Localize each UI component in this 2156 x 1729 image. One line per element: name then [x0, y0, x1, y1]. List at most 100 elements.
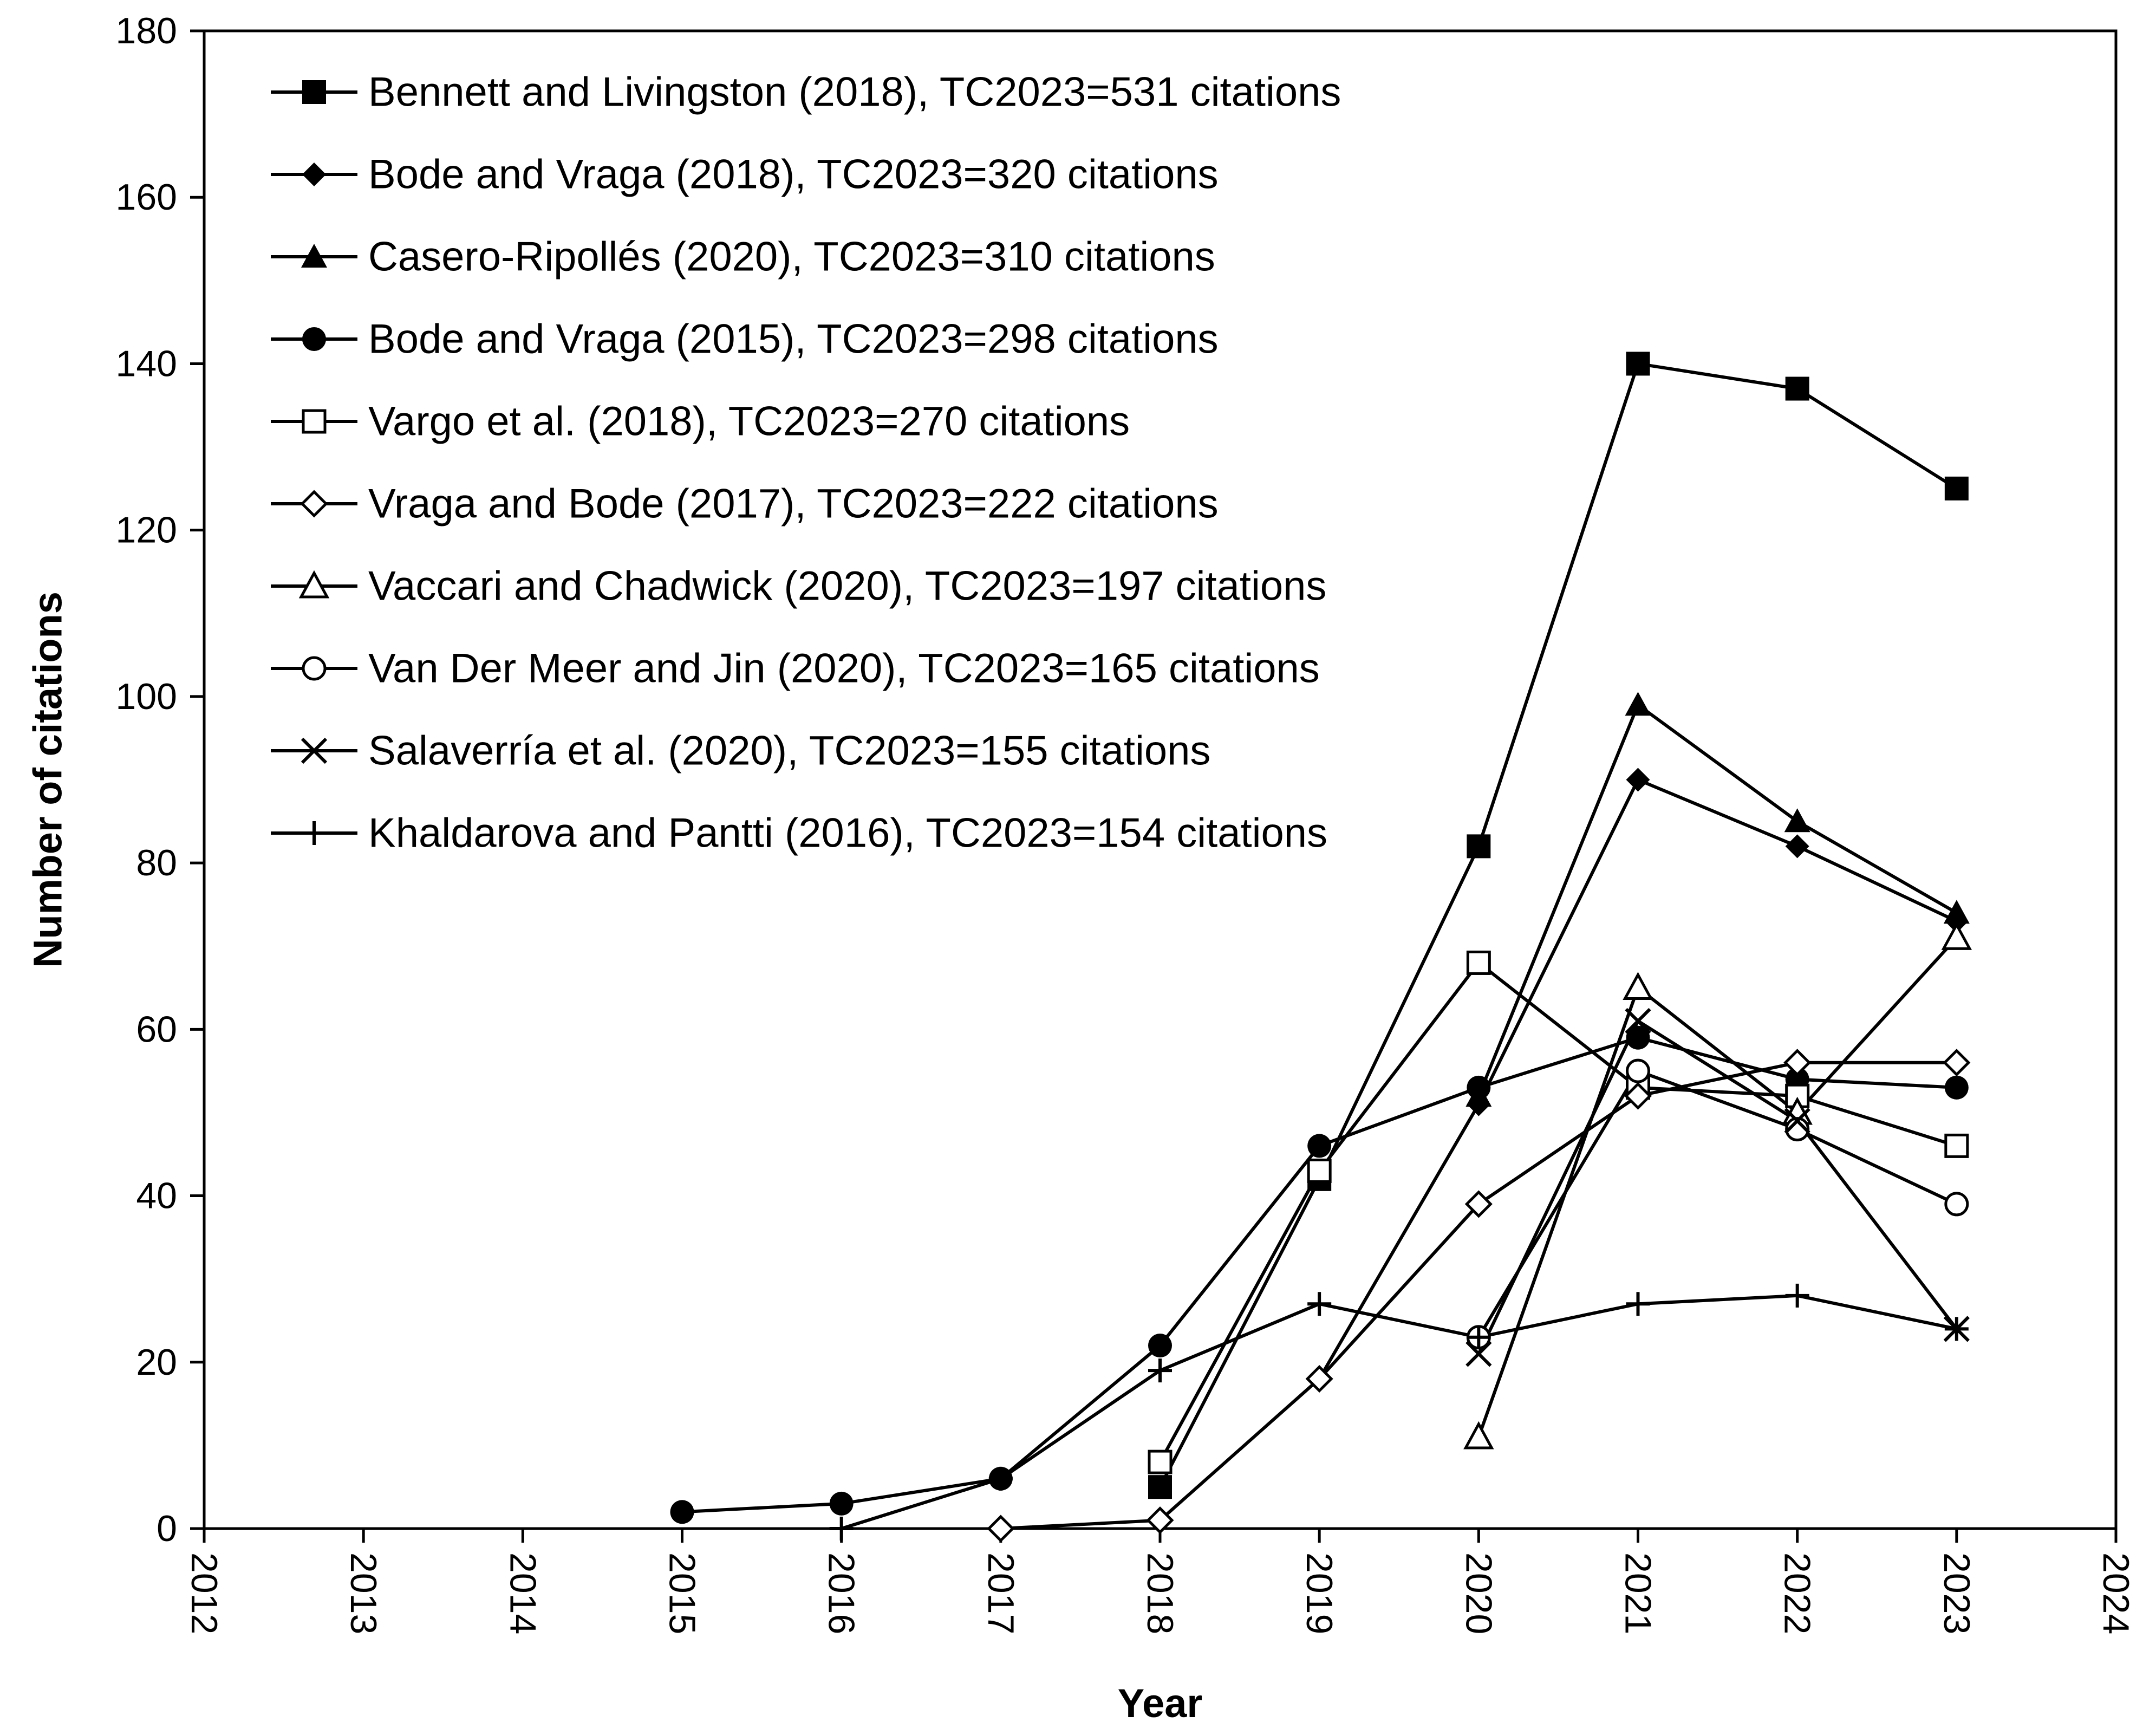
legend-label: Vraga and Bode (2017), TC2023=222 citati… — [368, 481, 1219, 527]
data-point-series-10 — [1626, 1292, 1650, 1316]
series-markers — [670, 352, 1972, 1543]
data-point-series-9 — [1625, 1007, 1651, 1035]
data-point-series-4 — [829, 1491, 854, 1516]
data-point-series-6 — [1305, 1364, 1333, 1393]
x-tick-label: 2024 — [2095, 1552, 2137, 1634]
data-point-series-1 — [1467, 834, 1491, 859]
data-point-series-6 — [1464, 1190, 1493, 1218]
data-point-series-5 — [1466, 950, 1491, 975]
legend-marker — [302, 162, 326, 186]
data-point-series-2 — [1626, 768, 1650, 792]
series-line-3 — [1477, 703, 1958, 1097]
legend: Bennett and Livingston (2018), TC2023=53… — [271, 69, 1341, 856]
data-point-series-6 — [987, 1514, 1015, 1543]
data-point-series-1 — [1626, 352, 1650, 376]
data-point-series-10 — [1307, 1292, 1332, 1316]
data-point-series-8 — [1785, 1117, 1810, 1142]
data-point-series-3 — [1625, 692, 1651, 716]
axes: 2012 2013 2014 2015 2016 2017 2018 2019 2020 2021… — [116, 10, 2137, 1634]
x-tick-label: 2023 — [1936, 1552, 1977, 1634]
data-point-series-1 — [1944, 476, 1969, 500]
legend-label: Bode and Vraga (2018), TC2023=320 citati… — [368, 152, 1219, 198]
legend-label: Bode and Vraga (2015), TC2023=298 citati… — [368, 316, 1219, 362]
y-tick-label: 80 — [136, 842, 177, 883]
x-axis-title: Year — [1118, 1681, 1202, 1726]
legend-marker — [302, 327, 326, 351]
legend-marker — [301, 244, 327, 268]
data-point-series-10 — [1148, 1358, 1172, 1383]
y-axis-title: Number of citations — [25, 592, 70, 968]
y-tick-label: 40 — [136, 1175, 177, 1217]
data-point-series-5 — [1148, 1450, 1173, 1474]
x-tick-label: 2021 — [1618, 1552, 1659, 1634]
data-point-series-4 — [1626, 1025, 1650, 1050]
data-point-series-9 — [1784, 1108, 1810, 1134]
data-point-series-9 — [1465, 1341, 1492, 1367]
data-point-series-6 — [1624, 1082, 1652, 1110]
data-point-series-6 — [1783, 1049, 1812, 1077]
data-point-series-1 — [1785, 376, 1809, 401]
legend-marker — [302, 80, 326, 104]
legend-label: Vargo et al. (2018), TC2023=270 citation… — [368, 399, 1130, 445]
x-tick-label: 2017 — [980, 1552, 1021, 1634]
x-tick-label: 2013 — [343, 1552, 384, 1634]
data-point-series-6 — [1943, 1049, 1971, 1077]
data-point-series-7 — [1463, 1421, 1494, 1450]
legend-marker — [301, 737, 328, 764]
legend-label: Khaldarova and Pantti (2016), TC2023=154… — [368, 810, 1327, 856]
data-point-series-8 — [1944, 1192, 1969, 1217]
data-point-series-10 — [1944, 1317, 1969, 1341]
data-point-series-7 — [1623, 972, 1653, 1000]
data-point-series-6 — [1146, 1506, 1174, 1535]
data-point-series-1 — [1148, 1475, 1172, 1499]
series-line-8 — [1477, 1069, 1958, 1338]
legend-label: Casero-Ripollés (2020), TC2023=310 citat… — [368, 234, 1215, 280]
data-point-series-4 — [670, 1500, 694, 1524]
series-lines — [682, 362, 1958, 1530]
x-tick-label: 2012 — [184, 1552, 225, 1634]
y-tick-label: 0 — [157, 1508, 177, 1549]
y-tick-label: 160 — [116, 177, 177, 218]
y-tick-label: 140 — [116, 343, 177, 384]
data-point-series-10 — [1785, 1283, 1809, 1308]
x-tick-label: 2018 — [1139, 1552, 1181, 1634]
series-line-1 — [1158, 362, 1958, 1488]
legend-marker — [302, 821, 326, 845]
legend-label: Vaccari and Chadwick (2020), TC2023=197 … — [368, 563, 1326, 609]
legend-marker — [302, 656, 327, 681]
x-tick-label: 2014 — [502, 1552, 543, 1634]
data-point-series-10 — [829, 1517, 854, 1540]
legend-label: Salaverría et al. (2020), TC2023=155 cit… — [368, 728, 1210, 774]
y-tick-label: 100 — [116, 676, 177, 717]
series-line-10 — [841, 1294, 1957, 1530]
series-line-9 — [1477, 1019, 1958, 1355]
data-point-series-4 — [1148, 1334, 1172, 1358]
x-tick-label: 2016 — [821, 1552, 862, 1634]
data-point-series-10 — [988, 1466, 1013, 1491]
x-tick-label: 2019 — [1299, 1552, 1340, 1634]
x-tick-label: 2020 — [1458, 1552, 1499, 1634]
legend-label: Van Der Meer and Jin (2020), TC2023=165 … — [368, 646, 1320, 692]
data-point-series-4 — [1944, 1075, 1969, 1100]
legend-marker — [302, 409, 327, 434]
data-point-series-3 — [1943, 900, 1970, 924]
data-point-series-5 — [1307, 1158, 1332, 1183]
x-tick-label: 2022 — [1777, 1552, 1818, 1634]
data-point-series-7 — [1941, 922, 1972, 950]
data-point-series-8 — [1626, 1058, 1650, 1083]
y-tick-label: 60 — [136, 1009, 177, 1050]
legend-label: Bennett and Livingston (2018), TC2023=53… — [368, 69, 1341, 115]
x-tick-label: 2015 — [662, 1552, 703, 1634]
data-point-series-4 — [1307, 1134, 1332, 1158]
series-line-5 — [1158, 961, 1957, 1463]
y-tick-label: 180 — [116, 10, 177, 51]
series-line-6 — [1000, 1061, 1957, 1530]
series-line-4 — [682, 1036, 1957, 1514]
legend-marker — [298, 570, 330, 599]
data-point-series-4 — [1467, 1075, 1491, 1100]
data-point-series-5 — [1944, 1133, 1969, 1158]
data-point-series-2 — [1785, 834, 1809, 859]
data-point-series-10 — [1467, 1325, 1491, 1349]
series-line-7 — [1477, 937, 1958, 1438]
